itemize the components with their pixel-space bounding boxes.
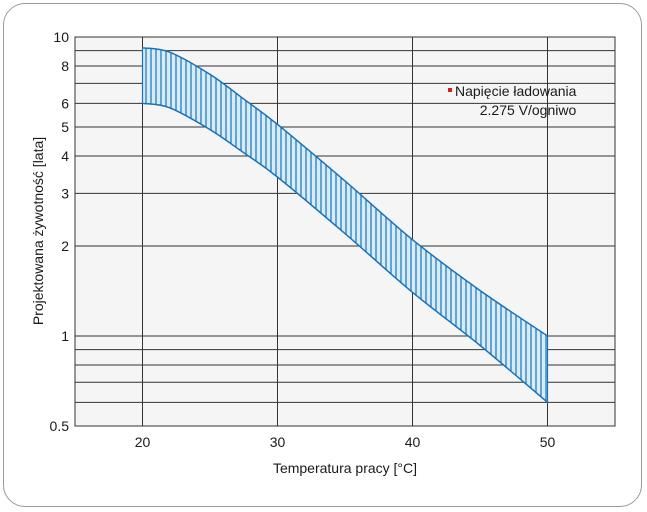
y-tick-label: 3	[61, 185, 69, 201]
y-tick-label: 5	[61, 119, 69, 135]
y-tick-label: 2	[61, 238, 69, 254]
y-tick-label: 4	[61, 148, 69, 164]
x-tick-label: 30	[270, 434, 286, 450]
annotation: Napięcie ładowania 2.275 V/ogniwo	[448, 83, 577, 118]
series-lower-line	[142, 102, 548, 403]
lifetime-band	[141, 47, 549, 404]
y-tick-label: 6	[61, 95, 69, 111]
x-tick-label: 40	[405, 434, 421, 450]
y-tick-label: 1	[61, 328, 69, 344]
y-tick-labels: 0.5 1 2 3 4 5 6 8 10	[50, 29, 70, 434]
y-tick-label: 10	[53, 29, 69, 45]
y-tick-label: 8	[61, 58, 69, 74]
y-axis-label: Projektowana żywotność [lata]	[30, 137, 46, 325]
x-tick-label: 20	[135, 434, 151, 450]
x-axis-label: Temperatura pracy [°C]	[273, 460, 417, 476]
y-tick-label: 0.5	[50, 418, 70, 434]
annotation-marker	[448, 88, 452, 92]
x-tick-labels: 20 30 40 50	[135, 434, 556, 450]
x-tick-label: 50	[540, 434, 556, 450]
series-upper-line	[142, 47, 548, 337]
annotation-line-2: 2.275 V/ogniwo	[480, 102, 577, 118]
annotation-line-1: Napięcie ładowania	[455, 83, 577, 99]
